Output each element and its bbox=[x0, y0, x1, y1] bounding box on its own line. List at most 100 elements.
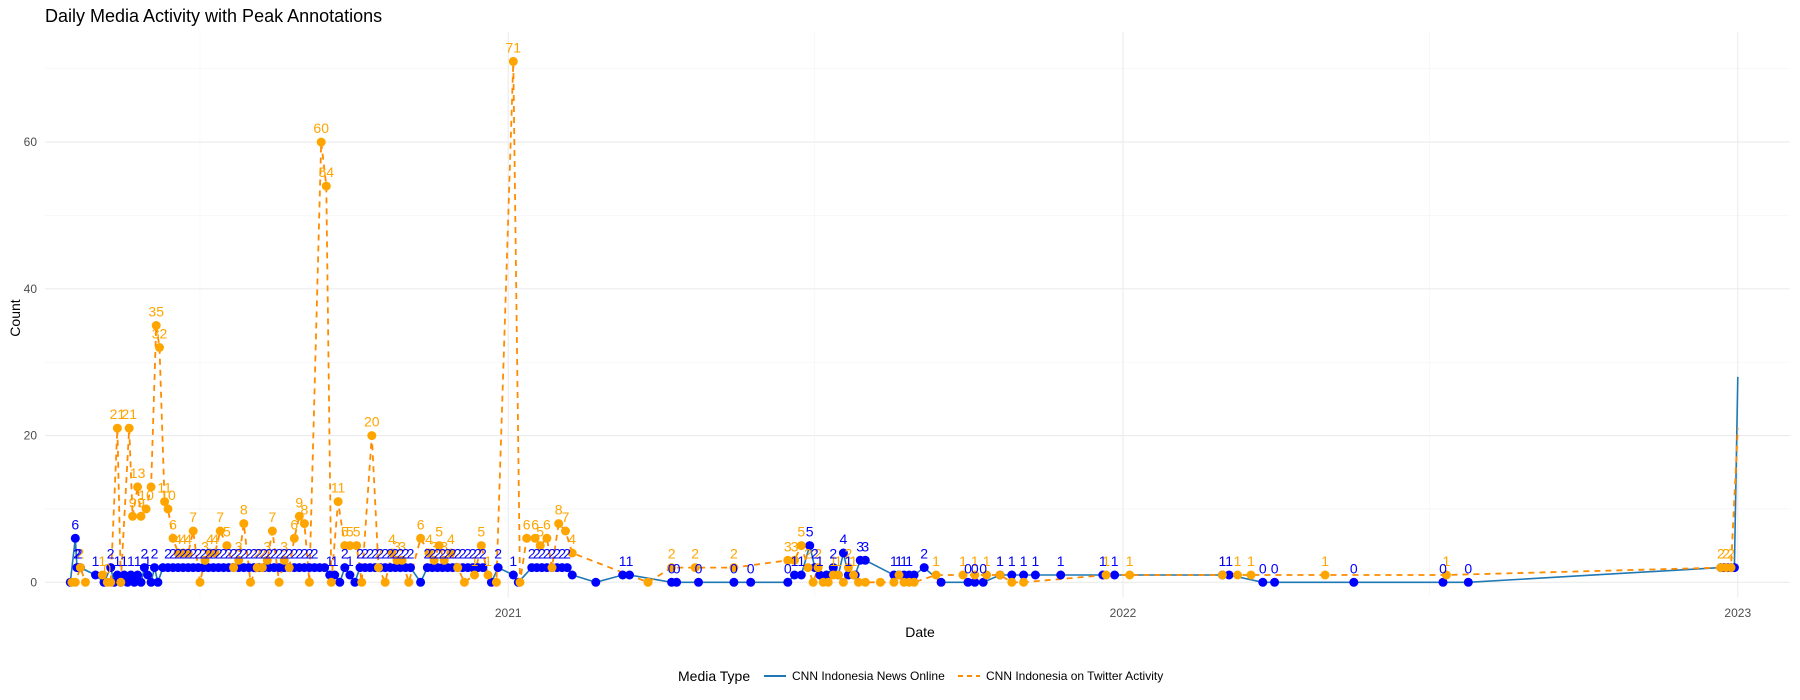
data-label-news: 3 bbox=[856, 538, 864, 554]
point-twitter bbox=[854, 577, 863, 587]
point-twitter bbox=[289, 533, 299, 543]
point-twitter bbox=[222, 541, 232, 551]
point-twitter bbox=[246, 577, 255, 587]
data-label-twitter: 6 bbox=[290, 516, 298, 532]
data-label-news: 2 bbox=[558, 546, 566, 562]
data-label-twitter: 20 bbox=[364, 414, 380, 430]
data-label-news: 2 bbox=[270, 546, 278, 562]
data-label-news: 2 bbox=[265, 546, 273, 562]
data-label-twitter: 3 bbox=[235, 538, 243, 554]
data-label-news: 6 bbox=[71, 516, 79, 532]
data-label-twitter: 6 bbox=[543, 516, 551, 532]
point-twitter bbox=[112, 423, 122, 433]
point-news bbox=[150, 563, 159, 573]
point-news bbox=[1056, 570, 1066, 580]
data-label-news: 1 bbox=[626, 553, 634, 569]
point-twitter bbox=[80, 577, 90, 587]
point-twitter bbox=[434, 541, 444, 551]
data-label-news: 1 bbox=[791, 553, 799, 569]
data-label-news: 1 bbox=[331, 553, 339, 569]
data-label-news: 2 bbox=[205, 546, 213, 562]
data-label-twitter: 4 bbox=[179, 531, 187, 547]
point-twitter bbox=[387, 548, 397, 558]
data-label-news: 1 bbox=[144, 553, 152, 569]
point-twitter bbox=[374, 563, 383, 573]
point-news bbox=[909, 570, 919, 580]
data-label-twitter: 1 bbox=[1102, 553, 1110, 569]
point-twitter bbox=[515, 577, 525, 587]
data-label-news: 2 bbox=[220, 546, 228, 562]
point-twitter bbox=[783, 555, 793, 565]
data-label-twitter: 3 bbox=[791, 538, 799, 554]
data-label-news: 1 bbox=[509, 553, 517, 569]
data-label-news: 2 bbox=[306, 546, 314, 562]
data-label-news: 2 bbox=[538, 546, 546, 562]
point-news bbox=[919, 563, 929, 573]
legend-label-news: CNN Indonesia News Online bbox=[792, 669, 945, 683]
point-twitter bbox=[1019, 577, 1029, 587]
data-label-news: 1 bbox=[845, 553, 853, 569]
data-label-news: 2 bbox=[548, 546, 556, 562]
point-twitter bbox=[136, 511, 146, 521]
point-news bbox=[694, 577, 703, 587]
point-twitter bbox=[958, 570, 968, 580]
data-label-news: 2 bbox=[424, 546, 432, 562]
data-label-twitter: 13 bbox=[130, 465, 146, 481]
data-label-twitter: 8 bbox=[240, 502, 248, 518]
data-label-twitter: 2 bbox=[230, 546, 238, 562]
data-label-twitter: 1 bbox=[959, 553, 967, 569]
point-news bbox=[815, 570, 825, 580]
data-label-news: 2 bbox=[225, 546, 233, 562]
data-label-news: 2 bbox=[543, 546, 551, 562]
data-label-news: 2 bbox=[210, 546, 218, 562]
point-news bbox=[567, 570, 577, 580]
data-label-news: 2 bbox=[439, 546, 447, 562]
point-twitter bbox=[491, 577, 501, 587]
data-label-twitter: 2 bbox=[454, 546, 462, 562]
data-label-news: 1 bbox=[1057, 553, 1065, 569]
data-label-twitter: 1 bbox=[996, 553, 1004, 569]
data-label-news: 2 bbox=[73, 546, 81, 562]
point-news bbox=[860, 555, 870, 565]
data-label-twitter: 6 bbox=[531, 516, 539, 532]
data-label-twitter: 1 bbox=[1219, 553, 1227, 569]
point-twitter bbox=[168, 533, 178, 543]
point-twitter bbox=[995, 570, 1005, 580]
point-news bbox=[106, 563, 116, 573]
data-label-news: 2 bbox=[230, 546, 238, 562]
x-tick-label: 2021 bbox=[495, 606, 522, 620]
point-news bbox=[796, 570, 806, 580]
point-news bbox=[1019, 570, 1029, 580]
point-twitter bbox=[124, 423, 134, 433]
data-label-twitter: 54 bbox=[319, 164, 335, 180]
data-label-twitter: 32 bbox=[152, 326, 168, 342]
data-label-news: 2 bbox=[245, 546, 253, 562]
data-label-news: 1 bbox=[1111, 553, 1119, 569]
data-label-twitter: 1 bbox=[1321, 553, 1329, 569]
data-label-news: 2 bbox=[184, 546, 192, 562]
data-label-news: 1 bbox=[346, 553, 354, 569]
point-news bbox=[822, 570, 831, 580]
data-label-twitter: 35 bbox=[148, 304, 164, 320]
data-label-twitter: 21 bbox=[110, 406, 126, 422]
data-label-news: 2 bbox=[371, 546, 379, 562]
data-label-news: 2 bbox=[141, 546, 149, 562]
point-twitter bbox=[530, 533, 540, 543]
data-label-news: 2 bbox=[275, 546, 283, 562]
data-label-twitter: 2 bbox=[258, 546, 266, 562]
point-news bbox=[493, 563, 503, 573]
data-labels: 2 102121913910353211106444734475238223732… bbox=[71, 39, 1735, 576]
data-label-news: 1 bbox=[816, 553, 824, 569]
data-label-twitter: 3 bbox=[280, 538, 288, 554]
data-label-news: 1 bbox=[1032, 553, 1040, 569]
point-news bbox=[345, 570, 355, 580]
point-twitter bbox=[833, 570, 843, 580]
data-label-twitter: 5 bbox=[435, 524, 443, 540]
x-axis-title: Date bbox=[905, 624, 935, 640]
data-label-news: 2 bbox=[285, 546, 293, 562]
y-tick-label: 40 bbox=[24, 282, 38, 296]
point-news bbox=[153, 577, 163, 587]
data-label-news: 2 bbox=[179, 546, 187, 562]
point-news bbox=[136, 577, 146, 587]
